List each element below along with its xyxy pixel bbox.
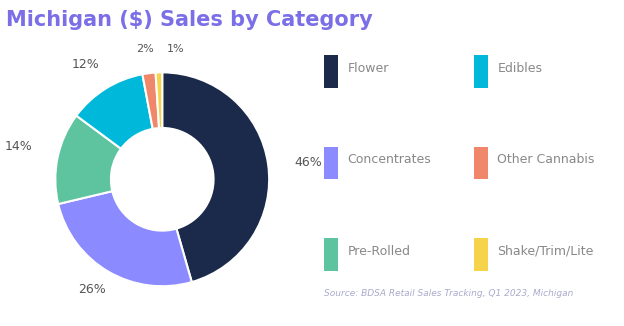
Wedge shape [76, 74, 153, 149]
Text: 2%: 2% [136, 44, 154, 54]
Text: 1%: 1% [167, 44, 184, 54]
Text: 12%: 12% [72, 58, 99, 71]
Wedge shape [142, 73, 159, 129]
Text: Other Cannabis: Other Cannabis [497, 153, 595, 166]
Text: 14%: 14% [5, 140, 33, 153]
Wedge shape [58, 191, 192, 286]
Text: Shake/Trim/Lite: Shake/Trim/Lite [497, 244, 593, 258]
Text: Concentrates: Concentrates [348, 153, 431, 166]
Text: Source: BDSA Retail Sales Tracking, Q1 2023, Michigan: Source: BDSA Retail Sales Tracking, Q1 2… [324, 289, 574, 298]
Text: Flower: Flower [348, 62, 389, 75]
Wedge shape [162, 72, 269, 282]
Text: Edibles: Edibles [497, 62, 542, 75]
Text: 46%: 46% [295, 156, 323, 169]
Text: 26%: 26% [79, 283, 106, 296]
Text: Michigan ($) Sales by Category: Michigan ($) Sales by Category [6, 10, 373, 30]
Wedge shape [155, 72, 162, 128]
Wedge shape [56, 116, 121, 204]
Text: Pre-Rolled: Pre-Rolled [348, 244, 411, 258]
